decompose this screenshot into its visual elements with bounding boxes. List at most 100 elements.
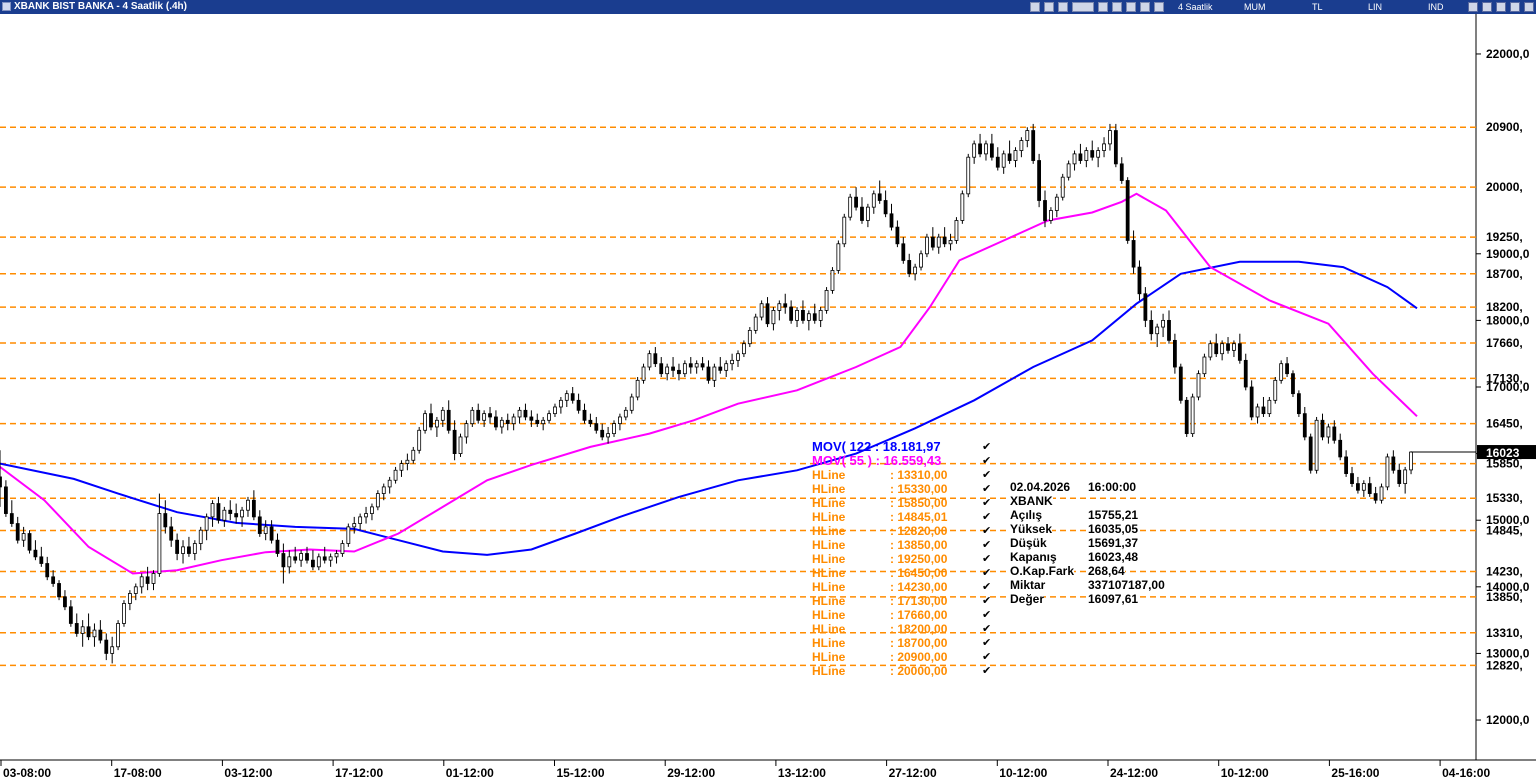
candle [860,197,864,224]
candle [1403,466,1408,494]
candle [364,506,368,524]
candle [1273,377,1278,404]
maximize-button[interactable] [1496,2,1506,12]
check-icon[interactable]: ✔ [982,553,992,565]
check-icon[interactable]: ✔ [982,567,992,579]
candle [1108,123,1112,151]
tool-icon[interactable] [1072,2,1094,12]
hline-list-value: : 18200,00 [890,622,948,636]
candle [305,546,309,564]
currency-button[interactable]: TL [1312,2,1323,12]
candle [1090,140,1095,161]
candle [1208,340,1213,361]
candle [824,287,829,314]
settings-icon[interactable] [1126,2,1136,12]
candle [1232,340,1236,358]
check-icon[interactable]: ✔ [982,483,992,495]
grid-icon[interactable] [1044,2,1054,12]
candle [1285,357,1289,378]
candle [1243,353,1248,391]
hline-list-name: HLine [812,636,846,650]
candle [1054,193,1059,218]
y-tick-label: 22000,0 [1486,47,1530,61]
hline-list-value: : 12820,00 [890,524,948,538]
candle [63,590,67,611]
hline-list-value: : 15850,00 [890,496,948,510]
check-icon[interactable]: ✔ [982,623,992,635]
candle [1131,230,1136,274]
candle [1356,476,1360,494]
check-icon[interactable]: ✔ [982,455,992,467]
check-icon[interactable]: ✔ [982,595,992,607]
y-tick-label: 12000,0 [1486,713,1530,727]
check-icon[interactable]: ✔ [982,539,992,551]
candle [942,227,947,248]
check-icon[interactable]: ✔ [982,609,992,621]
candle [647,350,652,371]
pen-icon[interactable] [1058,2,1068,12]
candle [1326,423,1331,444]
check-icon[interactable]: ✔ [982,511,992,523]
info-label: 02.04.2026 [1010,480,1071,494]
x-tick-label: 13-12:00 [778,766,826,780]
hline-list-value: : 14845,01 [890,510,948,524]
x-tick-label: 27-12:00 [889,766,937,780]
candle [753,313,758,334]
hline-list-value: : 16450,00 [890,566,948,580]
x-tick-label: 01-12:00 [446,766,494,780]
candle [281,543,286,584]
help-icon[interactable] [1468,2,1478,12]
candle [541,416,546,431]
candle-type-button[interactable]: MUM [1244,2,1266,12]
candle [1237,333,1242,364]
candle [240,506,244,527]
info-label: Açılış [1010,508,1043,522]
hline-label: 17660, [1486,336,1523,350]
candle [1113,123,1118,168]
candle [1249,380,1254,421]
candle [848,193,853,221]
candle [576,393,581,414]
y-tick-label: 13000,0 [1486,646,1530,660]
candle [865,203,870,228]
price-chart[interactable]: 20900, 20000, 19250, 18700, 18200, 17660, 1713… [0,14,1536,782]
zoom-icon[interactable] [1098,2,1108,12]
hline-list-value: : 15330,00 [890,482,948,496]
candle [234,503,239,524]
minimize-button[interactable] [1482,2,1492,12]
restore-button[interactable] [1510,2,1520,12]
arrow-icon[interactable] [1154,2,1164,12]
candle [718,357,723,374]
close-button[interactable] [1524,2,1534,12]
draw-icon[interactable] [1112,2,1122,12]
candle [429,403,433,431]
candle [494,410,498,431]
check-icon[interactable]: ✔ [982,637,992,649]
hline-list-name: HLine [812,496,846,510]
chart-icon[interactable] [1030,2,1040,12]
indicator-button[interactable]: IND [1428,2,1444,12]
check-icon[interactable]: ✔ [982,581,992,593]
scale-button[interactable]: LIN [1368,2,1383,12]
y-tick-label: 18000,0 [1486,313,1530,327]
candle [1255,403,1260,424]
candle [269,520,274,544]
candle [293,546,298,564]
check-icon[interactable]: ✔ [982,441,992,453]
candle [564,390,569,407]
candle [907,253,912,278]
candle [499,416,504,434]
check-icon[interactable]: ✔ [982,665,992,677]
check-icon[interactable]: ✔ [982,497,992,509]
period-button[interactable]: 4 Saatlik [1178,2,1213,12]
candle [547,410,551,424]
candle [328,553,333,567]
link-icon[interactable] [1140,2,1150,12]
check-icon[interactable]: ✔ [982,469,992,481]
check-icon[interactable]: ✔ [982,525,992,537]
candle [535,413,540,427]
candle [806,310,811,331]
hline-label: 14230, [1486,565,1523,579]
candle [470,406,475,427]
check-icon[interactable]: ✔ [982,651,992,663]
